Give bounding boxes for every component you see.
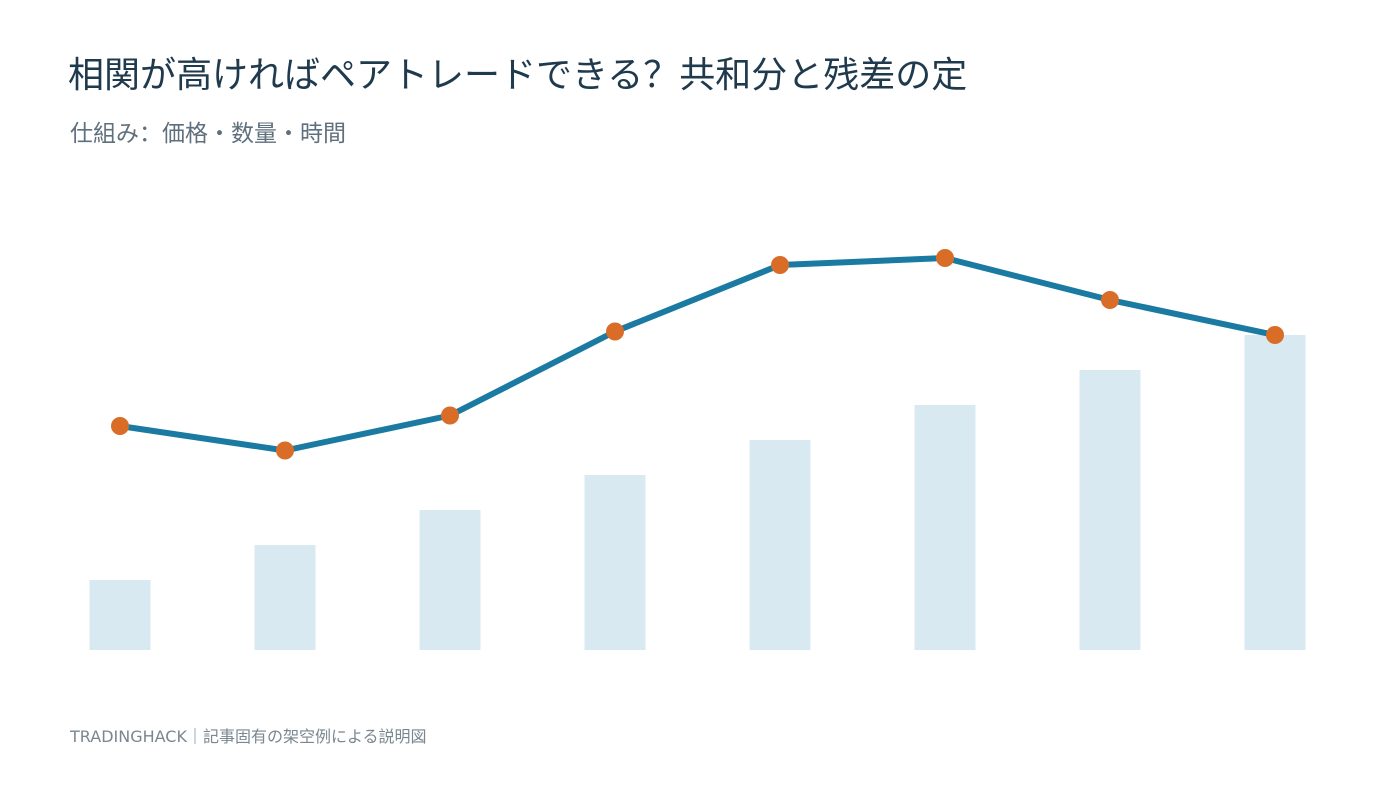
bar-4 [584, 475, 646, 650]
bar-1 [89, 580, 151, 650]
line-series [117, 255, 1278, 454]
line-markers [111, 249, 1284, 460]
line-point-3 [441, 406, 459, 425]
bar-2 [254, 545, 316, 650]
line-point-8 [1266, 326, 1284, 344]
series-line [117, 255, 1278, 454]
footer-credit: TRADINGHACK｜記事固有の架空例による説明図 [70, 727, 427, 746]
bar-8 [1244, 335, 1306, 650]
line-point-7 [1101, 291, 1119, 309]
line-point-4 [606, 322, 624, 341]
bar-7 [1079, 370, 1141, 650]
bar-5 [749, 440, 811, 650]
bar-3 [419, 510, 481, 650]
line-point-6 [936, 249, 954, 267]
bar-6 [914, 405, 976, 650]
chart-title: 相関が高ければペアトレードできる？共和分と残差の定 [68, 55, 968, 96]
line-point-2 [276, 441, 294, 460]
line-point-1 [111, 417, 129, 435]
line-point-5 [771, 256, 789, 274]
bar-series [89, 335, 1306, 650]
chart-subtitle: 仕組み：価格・数量・時間 [70, 121, 346, 147]
